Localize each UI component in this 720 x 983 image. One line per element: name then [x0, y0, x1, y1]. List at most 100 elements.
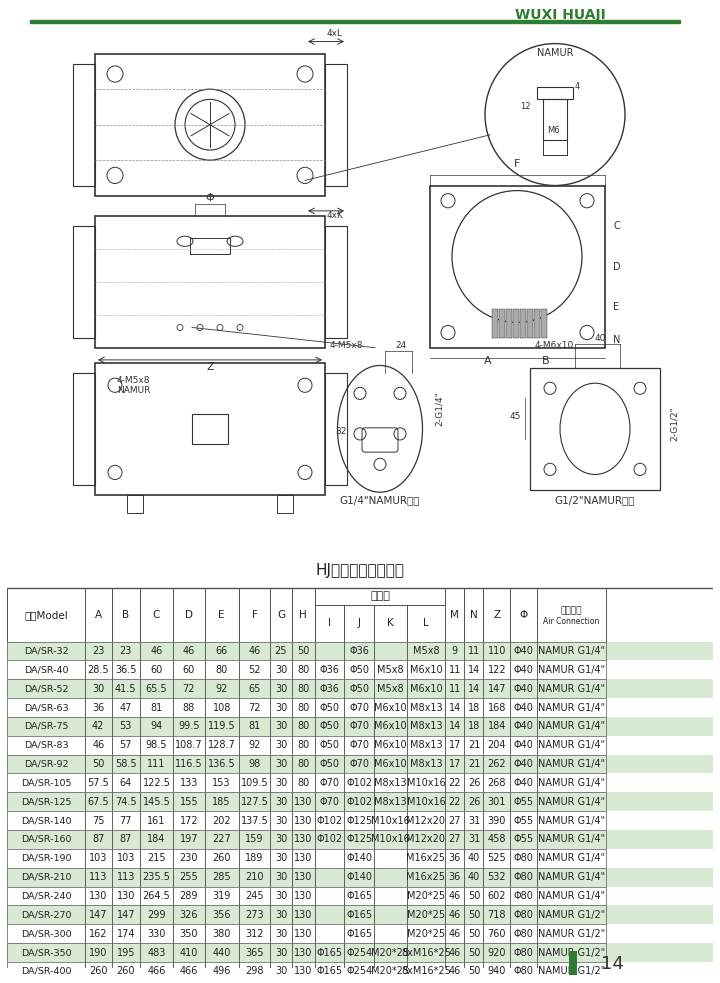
Text: 17: 17 [449, 740, 461, 750]
Bar [374, 868, 407, 887]
Bar [510, 642, 537, 661]
Bar [7, 943, 713, 962]
Text: M10x16: M10x16 [371, 835, 410, 844]
Bar [292, 868, 315, 887]
Text: 46: 46 [150, 646, 163, 656]
Text: 80: 80 [297, 759, 310, 769]
Text: Φ70: Φ70 [349, 740, 369, 750]
Bar [484, 792, 510, 811]
Bar [407, 868, 446, 887]
Bar [85, 679, 112, 698]
Bar [7, 868, 713, 887]
Text: 130: 130 [294, 835, 312, 844]
Text: 718: 718 [487, 910, 506, 920]
Text: 4-M6x10: 4-M6x10 [535, 341, 575, 350]
Bar [238, 849, 271, 868]
Text: B: B [122, 609, 130, 620]
Bar [484, 661, 510, 679]
Bar [374, 679, 407, 698]
Text: 298: 298 [246, 966, 264, 976]
Bar [173, 924, 204, 943]
Text: 30: 30 [275, 722, 287, 731]
Bar [112, 849, 140, 868]
Bar [537, 868, 606, 887]
Text: 130: 130 [294, 872, 312, 882]
Text: C: C [613, 221, 620, 231]
Text: 483: 483 [148, 948, 166, 957]
Bar [173, 774, 204, 792]
Text: 119.5: 119.5 [208, 722, 235, 731]
Text: 77: 77 [120, 816, 132, 826]
Bar [484, 736, 510, 755]
Text: M20*25: M20*25 [372, 948, 410, 957]
Text: NAMUR: NAMUR [117, 386, 150, 395]
Bar [7, 774, 85, 792]
Text: 227: 227 [212, 835, 231, 844]
Bar [271, 679, 292, 698]
Bar [374, 661, 407, 679]
Text: 108: 108 [212, 703, 231, 713]
Bar [292, 849, 315, 868]
Bar [292, 792, 315, 811]
Bar [140, 736, 173, 755]
Bar [484, 830, 510, 849]
Text: NAMUR G1/2": NAMUR G1/2" [538, 966, 606, 976]
Bar [271, 717, 292, 736]
Bar [204, 736, 238, 755]
Bar [510, 849, 537, 868]
Bar [407, 661, 446, 679]
Text: 380: 380 [212, 929, 231, 939]
Text: 87: 87 [120, 835, 132, 844]
Text: Φ55: Φ55 [513, 797, 534, 807]
Text: DA/SR-125: DA/SR-125 [21, 797, 71, 806]
Bar [7, 698, 713, 717]
Text: Φ40: Φ40 [514, 740, 534, 750]
Bar [374, 924, 407, 943]
Bar [510, 792, 537, 811]
Text: 9: 9 [452, 646, 458, 656]
Text: Φ70: Φ70 [320, 778, 340, 788]
Bar [510, 774, 537, 792]
Bar [510, 811, 537, 830]
Text: 型号Model: 型号Model [24, 609, 68, 620]
Bar [238, 811, 271, 830]
Text: 109.5: 109.5 [240, 778, 269, 788]
Text: 53: 53 [120, 722, 132, 731]
Text: M6x10: M6x10 [410, 683, 442, 694]
Text: 26: 26 [468, 778, 480, 788]
Bar [520, 310, 526, 337]
Bar [484, 588, 510, 642]
Bar [204, 717, 238, 736]
Bar [7, 905, 85, 924]
Text: 46: 46 [449, 948, 461, 957]
Bar [374, 887, 407, 905]
Bar [407, 642, 446, 661]
Bar [271, 849, 292, 868]
Bar [204, 962, 238, 981]
Text: 92: 92 [215, 683, 228, 694]
Bar [140, 642, 173, 661]
Bar [537, 642, 606, 661]
Text: 940: 940 [487, 966, 506, 976]
Text: 185: 185 [212, 797, 231, 807]
Bar [344, 679, 374, 698]
Text: 128.7: 128.7 [208, 740, 235, 750]
Text: 74.5: 74.5 [115, 797, 137, 807]
Bar [292, 962, 315, 981]
Bar [85, 792, 112, 811]
Bar [204, 905, 238, 924]
Bar [344, 755, 374, 774]
Text: NAMUR G1/4": NAMUR G1/4" [538, 872, 606, 882]
Text: NAMUR G1/4": NAMUR G1/4" [538, 722, 606, 731]
Text: Φ165: Φ165 [317, 966, 343, 976]
Bar [344, 830, 374, 849]
Bar [484, 887, 510, 905]
Text: 204: 204 [487, 740, 506, 750]
Bar [464, 811, 484, 830]
Bar [484, 924, 510, 943]
Bar [140, 755, 173, 774]
Text: Φ50: Φ50 [320, 740, 340, 750]
Text: L: L [423, 618, 429, 628]
Bar [292, 924, 315, 943]
Text: 50: 50 [297, 646, 310, 656]
